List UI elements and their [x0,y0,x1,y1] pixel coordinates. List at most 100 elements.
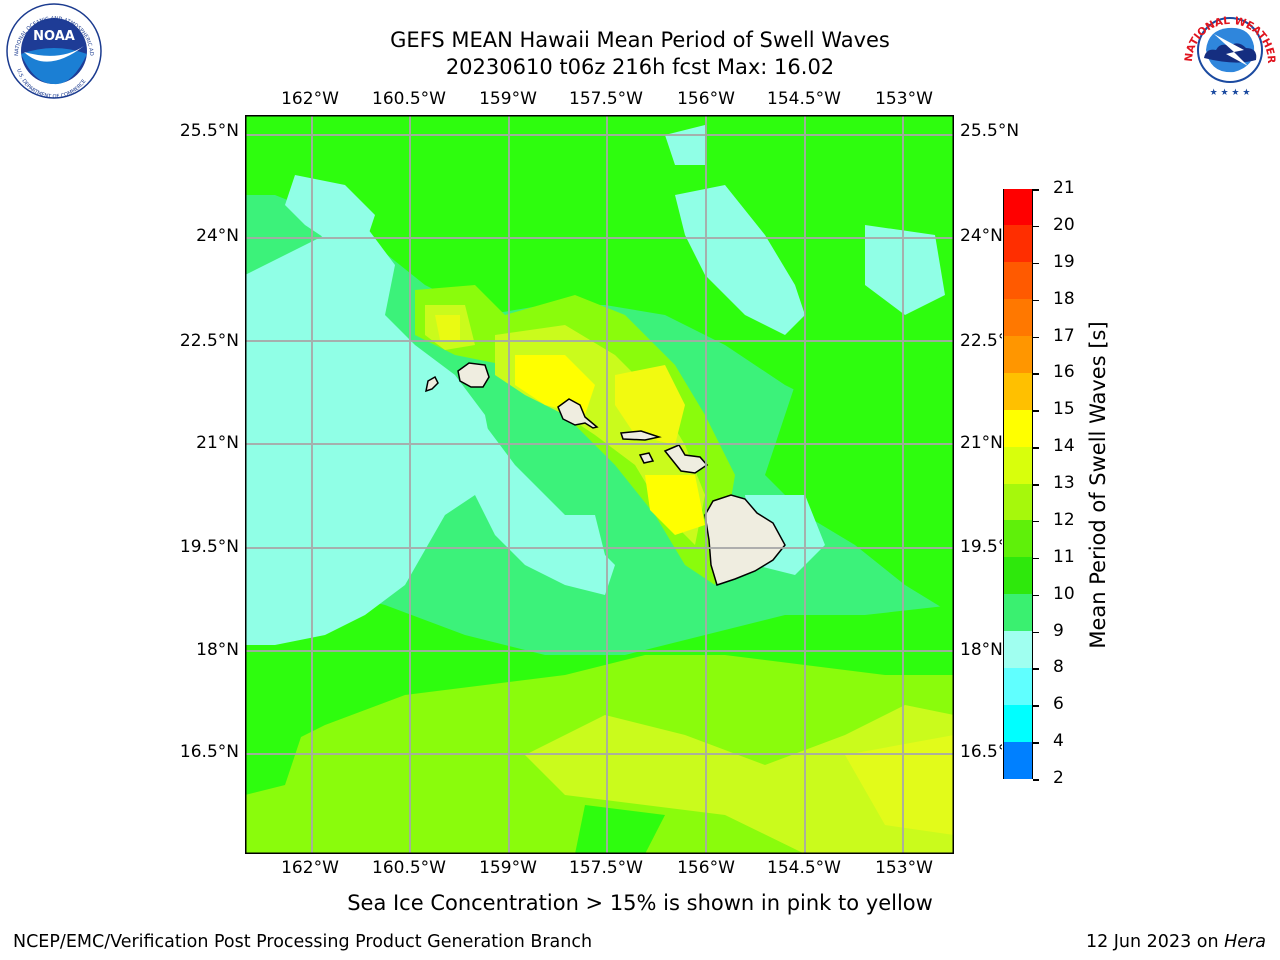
swell-patch-9-10-s [545,515,605,565]
footer-date: 12 Jun 2023 on Hera [1086,932,1266,952]
colorbar-segment [1004,741,1032,779]
colorbar-tick-mark [1033,779,1039,781]
colorbar-tick-mark [1033,484,1039,486]
colorbar-segment [1004,483,1032,521]
colorbar-tick-mark [1033,225,1039,228]
colorbar-label: Mean Period of Swell Waves [s] [1086,321,1110,649]
colorbar-tick-label: 9 [1053,620,1064,641]
lat-label-right-3: 22.5°N [960,331,1002,351]
colorbar-segment [1004,262,1032,300]
lon-label-top-5: 156°W [677,89,735,109]
colorbar-segment [1004,409,1032,447]
lon-label-top-3: 159°W [479,89,537,109]
colorbar-tick-label: 19 [1053,251,1075,272]
chart-title: GEFS MEAN Hawaii Mean Period of Swell Wa… [390,28,890,52]
lat-label-right-5: 19.5°N [960,537,1002,557]
lon-label-bottom-1: 162°W [281,858,339,878]
colorbar-tick-label: 8 [1053,657,1064,678]
swell-band-14-15-molokai [615,365,685,445]
colorbar-segment [1004,667,1032,705]
colorbar-segment [1004,372,1032,410]
colorbar-segment [1004,704,1032,742]
lat-label-left-2: 24°N [196,226,239,246]
colorbar-segment [1004,631,1032,668]
colorbar-segment [1004,188,1032,226]
swell-band-9-10-west [245,225,495,645]
colorbar [1003,188,1033,779]
footer-branch: NCEP/EMC/Verification Post Processing Pr… [13,932,593,952]
colorbar-tick-mark [1033,557,1039,560]
swell-band-14-15-southeast [845,735,954,835]
lat-label-right-7-wrap: 16.5°N [960,742,1002,762]
colorbar-tick-label: 4 [1053,731,1064,752]
noaa-logo: NOAA NATIONAL OCEANIC AND ATMOSPHERIC AD… [2,2,102,100]
swell-max-15-16-maui [645,475,705,535]
swell-patch-11-12-s [575,805,665,854]
swell-band-11-12-north [245,115,954,445]
lat-label-right-5-wrap: 19.5°N [960,537,1002,557]
colorbar-tick-mark [1033,631,1039,633]
colorbar-tick-label: 2 [1053,768,1064,788]
colorbar-tick-label: 20 [1053,214,1075,235]
lon-label-top-2: 160.5°W [372,89,446,109]
swell-patch-9-10-ne2 [865,225,945,315]
lat-label-left-5: 19.5°N [179,537,239,557]
map-gridlines [245,115,954,854]
lat-label-left-6: 18°N [196,640,239,660]
lat-label-right-6: 18°N [960,640,1003,660]
lon-label-bottom-5: 156°W [677,858,735,878]
lon-label-top-1: 162°W [281,89,339,109]
lon-label-bottom-7: 153°W [875,858,933,878]
swell-band-13-14-south [525,705,954,854]
colorbar-tick-label: 21 [1053,178,1075,198]
lanai-island [638,452,655,464]
colorbar-tick-mark [1033,299,1039,302]
colorbar-tick-mark [1033,447,1039,449]
lat-label-right-4-wrap: 21°N [960,433,1004,453]
colorbar-tick-mark [1033,668,1039,670]
kauai-island [457,362,490,388]
map-frame [245,115,954,854]
colorbar-tick-label: 14 [1053,436,1075,457]
colorbar-tick-label: 12 [1053,509,1075,530]
hawaii-big-island [704,494,786,586]
lon-label-bottom-4: 157.5°W [569,858,643,878]
colorbar-tick-label: 17 [1053,325,1075,346]
lon-label-bottom-2: 160.5°W [372,858,446,878]
svg-text:★ ★ ★ ★: ★ ★ ★ ★ [1210,88,1251,98]
lat-label-right-3-wrap: 22.5°N [960,331,1002,351]
colorbar-segment [1004,520,1032,558]
colorbar-tick-mark [1033,594,1039,597]
map-plot [245,115,954,854]
lon-label-bottom-6: 154.5°W [767,858,841,878]
colorbar-tick-label: 15 [1053,399,1075,420]
colorbar-tick-mark [1033,705,1039,707]
lon-label-top-6: 154.5°W [767,89,841,109]
colorbar-tick-mark [1033,262,1039,265]
swell-max-15-16-oahu [515,355,595,415]
lon-label-top-4: 157.5°W [569,89,643,109]
colorbar-segment [1004,594,1032,631]
lat-label-left-1: 25.5°N [179,121,239,141]
oahu-island [557,398,599,429]
colorbar-tick-label: 16 [1053,362,1075,383]
lat-label-left-3: 22.5°N [179,331,239,351]
chart-subtitle: 20230610 t06z 216h fcst Max: 16.02 [445,55,835,79]
colorbar-segment [1004,336,1032,373]
colorbar-tick-mark [1033,336,1039,338]
lat-label-right-6-wrap: 18°N [960,640,1004,660]
swell-band-9-10-ne [675,185,805,335]
colorbar-tick-label: 11 [1053,546,1075,567]
swell-patch-9-10-nw [285,175,375,245]
lat-label-right-2-wrap: 24°N [960,226,1004,246]
nws-logo: NATIONAL WEATHER SERVICE ★ ★ ★ ★ [1176,0,1277,98]
lon-label-bottom-3: 159°W [479,858,537,878]
lat-label-right-2: 24°N [960,226,1003,246]
colorbar-tick-label: 10 [1053,583,1075,604]
colorbar-tick-mark [1033,520,1039,523]
sea-ice-caption: Sea Ice Concentration > 15% is shown in … [347,891,933,915]
colorbar-tick-mark [1033,410,1039,412]
colorbar-tick-label: 18 [1053,288,1075,309]
colorbar-tick-label: 13 [1053,473,1075,493]
colorbar-tick-mark [1033,742,1039,744]
